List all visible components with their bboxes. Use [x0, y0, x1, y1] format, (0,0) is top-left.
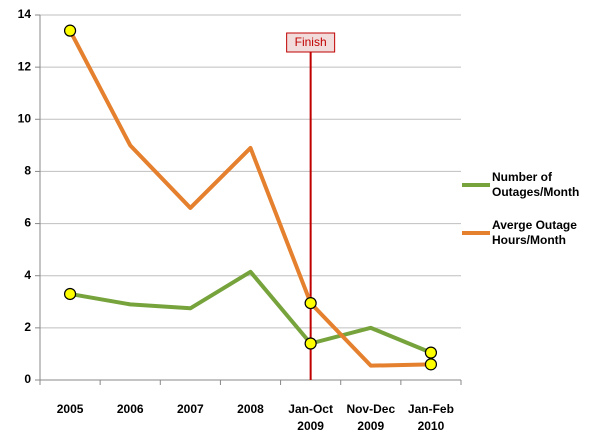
- highlight-marker: [63, 24, 77, 37]
- x-tick-label: 2008: [237, 402, 264, 416]
- y-tick-label: 2: [24, 320, 31, 334]
- finish-label: Finish: [295, 35, 327, 49]
- legend-label: Number of Outages/Month: [492, 170, 580, 199]
- highlight-marker: [304, 337, 317, 350]
- x-tick-label-line: 2009: [357, 419, 384, 433]
- line-series: [68, 29, 431, 368]
- x-tick-label: 2006: [117, 402, 144, 416]
- x-tick-label: 2005: [57, 402, 84, 416]
- y-tick-label: 8: [24, 164, 31, 178]
- x-tick-label-line: Nov-Dec: [346, 402, 395, 416]
- legend-label: Averge Outage Hours/Month: [492, 218, 577, 247]
- x-tick-label: Jan-Oct 2009: [288, 402, 333, 433]
- legend-swatch: [462, 183, 490, 187]
- highlight-marker: [424, 358, 438, 371]
- y-tick-label: 14: [18, 7, 32, 21]
- highlight-marker: [304, 296, 317, 310]
- legend-item: Number of Outages/Month: [462, 170, 602, 200]
- legend-item: Averge Outage Hours/Month: [462, 218, 602, 248]
- x-tick-label-line: 2010: [418, 419, 445, 433]
- legend-swatch: [462, 231, 490, 235]
- x-tick-label: Jan-Feb 2010: [408, 402, 454, 433]
- x-tick-label-line: Jan-Feb: [408, 402, 454, 416]
- y-tick-label: 0: [24, 372, 31, 386]
- x-tick-label: Nov-Dec 2009: [346, 402, 395, 433]
- highlight-marker: [63, 287, 77, 301]
- y-tick-label: 6: [24, 216, 31, 230]
- y-tick-label: 12: [18, 59, 32, 73]
- y-tick-label: 10: [18, 111, 32, 125]
- line-series: [69, 269, 432, 355]
- x-tick-label: 2007: [177, 402, 204, 416]
- finish-box: [286, 32, 336, 53]
- y-tick-label: 4: [24, 268, 31, 282]
- highlight-marker: [424, 346, 438, 359]
- x-tick-label-line: Jan-Oct: [288, 402, 333, 416]
- x-tick-label-line: 2009: [297, 419, 324, 433]
